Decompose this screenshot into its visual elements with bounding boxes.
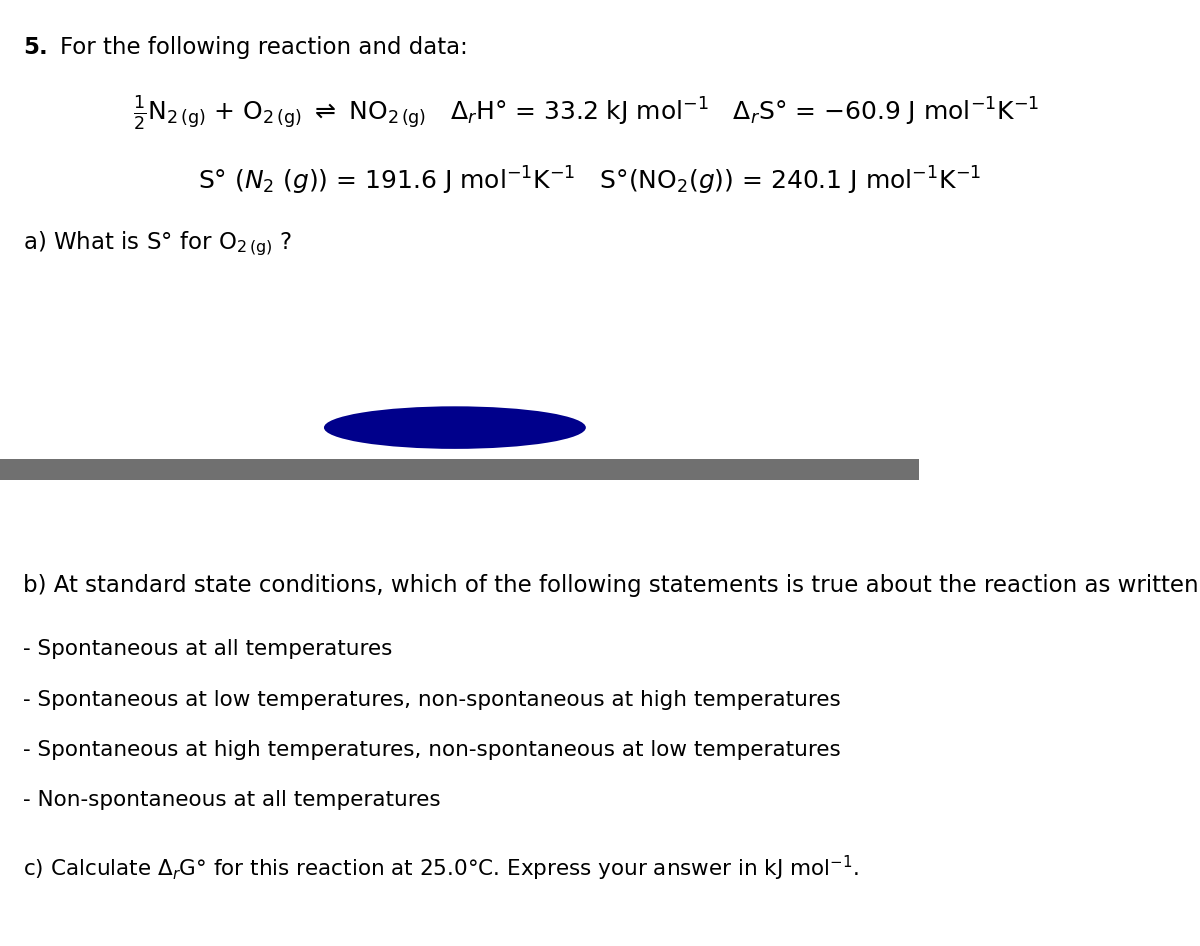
Ellipse shape <box>324 407 586 448</box>
Text: a) What is S° for O$_\mathregular{2\,(g)}$ ?: a) What is S° for O$_\mathregular{2\,(g)… <box>23 230 292 258</box>
Text: b) At standard state conditions, which of the following statements is true about: b) At standard state conditions, which o… <box>23 574 1200 597</box>
FancyBboxPatch shape <box>0 459 919 480</box>
Text: - Spontaneous at low temperatures, non-spontaneous at high temperatures: - Spontaneous at low temperatures, non-s… <box>23 690 841 710</box>
Text: - Spontaneous at all temperatures: - Spontaneous at all temperatures <box>23 639 392 659</box>
Text: $\frac{1}{2}$N$_\mathregular{2\,(g)}$ + O$_\mathregular{2\,(g)}$ $\rightleftharp: $\frac{1}{2}$N$_\mathregular{2\,(g)}$ + … <box>133 95 1039 132</box>
Text: - Spontaneous at high temperatures, non-spontaneous at low temperatures: - Spontaneous at high temperatures, non-… <box>23 740 841 760</box>
Text: c) Calculate $\mathit{\Delta}_r$G° for this reaction at 25.0°C. Express your ans: c) Calculate $\mathit{\Delta}_r$G° for t… <box>23 854 859 884</box>
Text: 5.: 5. <box>23 36 48 59</box>
Text: - Non-spontaneous at all temperatures: - Non-spontaneous at all temperatures <box>23 790 440 810</box>
Text: For the following reaction and data:: For the following reaction and data: <box>60 36 468 59</box>
Text: S° ($\mathit{N_2}$ ($\mathit{g}$)) = 191.6 J mol$^{-1}$K$^{-1}$   S°(NO$_2$($\ma: S° ($\mathit{N_2}$ ($\mathit{g}$)) = 191… <box>198 165 980 197</box>
